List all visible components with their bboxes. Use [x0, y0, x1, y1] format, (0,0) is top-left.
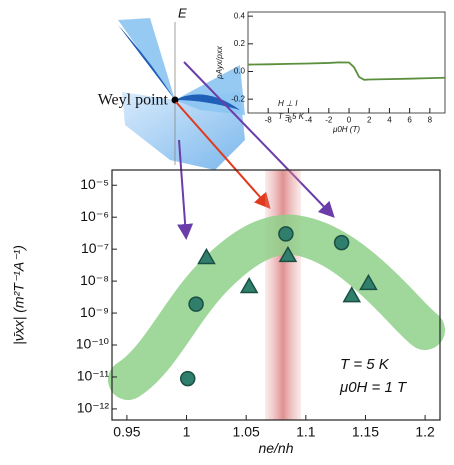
x-tick-label: 1.05: [233, 423, 260, 439]
x-tick-label: 1: [183, 423, 191, 439]
x-axis-label: μ0H (T): [332, 125, 360, 134]
y-tick-label: 0.2: [234, 39, 246, 48]
y-tick-label: 10⁻⁷: [81, 240, 109, 256]
x-tick-label: -6: [285, 115, 293, 124]
x-tick-label: 0.95: [113, 423, 140, 439]
y-tick-label: 10⁻⁵: [80, 176, 109, 192]
plot-frame: [247, 11, 446, 114]
plot-frame: [111, 169, 441, 421]
annotation: T = 5 K: [278, 112, 305, 121]
y-tick-label: 0.4: [234, 11, 246, 20]
main-chart: 0.95 1 1.05 1.1 1.15 1.2 10⁻⁵ 10⁻⁶ 10⁻⁷ 10⁻⁸ 10⁻⁹ 1…: [11, 169, 445, 456]
circle-point: [179, 370, 196, 387]
circle-point: [188, 296, 204, 312]
y-axis-label: |ν̄xx| (m²T⁻¹A⁻¹): [11, 245, 27, 345]
weyl-diagram: E Weyl point: [98, 5, 335, 240]
annotation: μ0H = 1 T: [339, 379, 408, 396]
line: [247, 61, 446, 81]
circle-point: [278, 226, 294, 242]
annotation: T = 5 K: [340, 356, 390, 373]
y-tick-label: 10⁻¹¹: [77, 368, 110, 384]
x-tick-label: 1.1: [296, 423, 316, 439]
x-tick-label: -8: [265, 115, 273, 124]
y-tick-label: 10⁻¹²: [77, 400, 110, 416]
y-axis-label: ρAyx/ρxx: [215, 45, 224, 80]
energy-label: E: [178, 5, 187, 20]
weyl-label: Weyl point: [98, 92, 169, 109]
triangle-point: [278, 245, 298, 263]
circle-point: [333, 234, 350, 251]
y-tick-label: 10⁻⁹: [80, 304, 109, 320]
y-tick-label: 10⁻⁶: [80, 208, 109, 224]
y-tick-label: 0.0: [234, 67, 246, 76]
y-tick-label: 10⁻⁸: [80, 272, 109, 288]
x-tick-label: 6: [407, 115, 412, 124]
x-tick-label: 4: [387, 115, 392, 124]
triangle-point: [197, 247, 216, 265]
x-tick-label: 1.2: [415, 423, 435, 439]
x-tick-label: 8: [428, 115, 433, 124]
x-tick-label: 2: [367, 115, 372, 124]
x-tick-label: -4: [305, 115, 313, 124]
y-tick-label: -0.2: [231, 94, 245, 103]
triangle-point: [359, 273, 378, 291]
inset-chart: -8 -6 -4 -2 0 2 4 6 8 0.4 0.2 0.0 -0.2 μ0H (T) ρAyx/ρx…: [215, 11, 446, 134]
y-tick-label: 10⁻¹⁰: [76, 336, 110, 352]
x-axis-label: ne/nh: [258, 440, 293, 456]
triangle-point: [342, 286, 362, 303]
x-tick-label: -2: [325, 115, 333, 124]
x-tick-label: 1.15: [352, 423, 379, 439]
x-tick-label: 0: [347, 115, 352, 124]
annotation: H ⊥ I: [278, 99, 298, 108]
triangle-point: [239, 276, 259, 294]
